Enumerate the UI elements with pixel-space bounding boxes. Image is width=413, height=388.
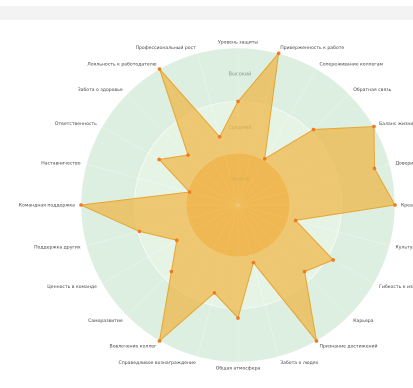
axis-label: Уровень защиты [218,40,258,46]
axis-label: Лояльность к работодателю [87,61,156,67]
data-point [331,258,335,262]
axis-label: Забота о людях [280,360,318,366]
data-point [372,124,376,129]
axis-label: Профессиональный рост [136,44,197,51]
axis-label: Доверие [395,160,413,166]
data-point [137,229,142,234]
axis-label: Командная поддержка [19,203,75,209]
data-point [311,127,316,132]
data-point [276,51,281,56]
data-point [169,269,174,274]
data-point [157,339,162,343]
axis-label: Наставничество [41,160,80,166]
data-point [157,157,161,162]
data-point [251,260,256,265]
axis-label: Вовлечение коллег [110,344,158,350]
data-point [79,203,83,207]
data-point [186,153,190,157]
axis-label: Обратная связь [353,87,391,93]
top-bar [0,6,413,20]
data-point [187,190,192,194]
axis-label: Карьера [353,318,373,324]
axis-label: Забота о здоровье [78,87,123,93]
data-point [314,339,319,343]
axis-label: Культура работы [395,245,413,251]
axis-label: Признание достижений [320,343,378,350]
axis-label: Гибкость к изменениям [379,284,413,290]
axis-label: Приверженность к работе [280,45,344,51]
data-point [262,156,267,161]
data-point [236,316,240,320]
data-point [393,203,397,207]
ring-label: Высокий [229,71,252,78]
data-point [217,134,222,139]
axis-label: Общая атмосфера [216,366,261,372]
axis-label: Поддержка других [34,245,81,251]
data-point [302,269,307,274]
axis-label: Баланс жизни [379,121,413,127]
axis-label: Справедливое вознаграждение [119,360,196,366]
axis-label: Креативность [401,203,413,209]
axis-label: Саморазвитие [88,318,123,324]
data-point [175,238,179,243]
axis-label: Ценность в команде [47,284,97,290]
axis-label: Ответственность [55,121,97,127]
axis-label: Сопереживание коллегам [320,61,384,67]
data-point [157,67,162,71]
data-point [372,166,377,171]
data-point [293,218,298,223]
data-point [212,291,217,295]
data-point [236,99,240,104]
